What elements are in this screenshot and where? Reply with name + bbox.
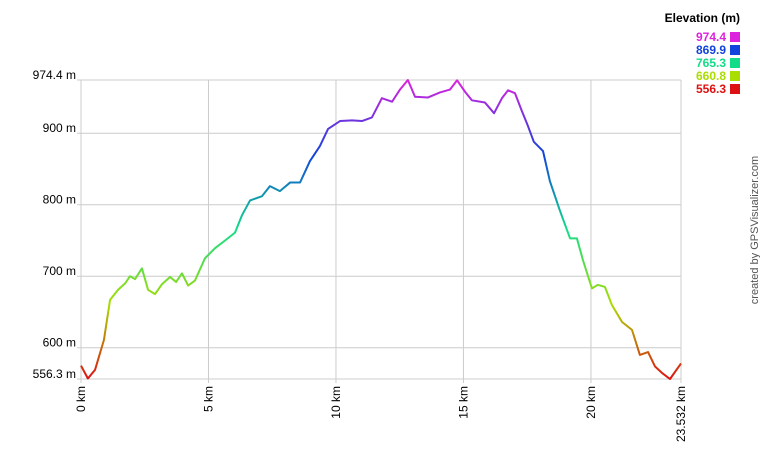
y-tick-label: 900 m [43, 121, 76, 135]
x-tick-label: 23.532 km [674, 386, 688, 442]
legend-label: 556.3 [696, 82, 726, 96]
x-tick-label: 20 km [584, 386, 598, 419]
x-tick-label: 15 km [456, 386, 470, 419]
legend-swatch [730, 32, 740, 42]
legend-title: Elevation (m) [665, 11, 740, 25]
legend-label: 869.9 [696, 43, 726, 57]
y-tick-label: 556.3 m [33, 367, 76, 381]
legend-swatch [730, 58, 740, 68]
y-tick-label: 800 m [43, 193, 76, 207]
x-tick-label: 0 km [74, 386, 88, 412]
credit: created by GPSVisualizer.com [749, 156, 760, 304]
x-tick-label: 10 km [329, 386, 343, 419]
legend-swatch [730, 71, 740, 81]
y-tick-label: 600 m [43, 336, 76, 350]
y-tick-label: 700 m [43, 264, 76, 278]
y-tick-label: 974.4 m [33, 68, 76, 82]
legend-swatch [730, 84, 740, 94]
legend-swatch [730, 45, 740, 55]
legend-label: 974.4 [696, 30, 726, 44]
x-tick-label: 5 km [201, 386, 215, 412]
elevation-line [80, 79, 682, 380]
legend-label: 765.3 [696, 56, 726, 70]
legend-label: 660.8 [696, 69, 726, 83]
